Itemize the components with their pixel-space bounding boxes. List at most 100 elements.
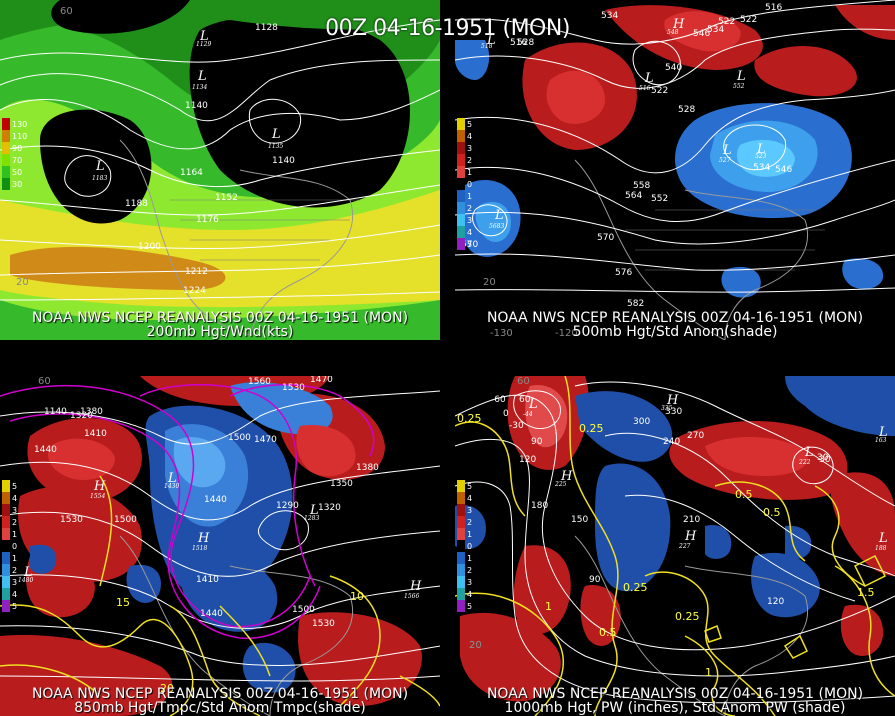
contour-label: 1530	[282, 383, 305, 393]
contour-label: 534	[707, 25, 724, 35]
contour-label: 240	[663, 437, 680, 447]
legend-swatch	[457, 540, 465, 552]
contour-label: -60	[491, 395, 506, 405]
lat-label-20: 20	[469, 640, 482, 651]
low-pressure-symbol: L	[736, 69, 746, 84]
contour-label: 60	[519, 395, 531, 405]
panel-1000mb-height-precipitable-water: 60 20 330 300 270 240 210 180 150 120 90…	[455, 376, 895, 716]
legend-swatch	[457, 588, 465, 600]
legend-label: 30	[12, 179, 23, 189]
legend-swatch	[457, 166, 465, 178]
panel-500mb-height-anomaly: 20 -130 -120 534 516 522 540 522 528 546…	[455, 0, 895, 340]
contour-label: 534	[753, 163, 770, 173]
low-pressure-value: 1135	[268, 143, 283, 150]
legend-entry: 4	[457, 588, 483, 600]
low-pressure-value: 163	[875, 437, 887, 444]
legend-label: 2	[467, 155, 473, 165]
low-pressure-value: 552	[733, 83, 745, 90]
contour-label: 1188	[125, 199, 148, 209]
contour-label: 564	[625, 191, 642, 201]
legend-label: 3	[467, 505, 473, 515]
legend-label: 110	[12, 131, 28, 141]
pw-contour-label: 0.25	[579, 422, 604, 435]
contour-label: 570	[597, 233, 614, 243]
low-pressure-value: 518	[481, 43, 493, 50]
legend-label: 130	[12, 119, 28, 129]
low-pressure-value: 516	[639, 85, 651, 92]
legend-entry: 1	[2, 552, 28, 564]
legend-entry: 30	[2, 178, 28, 190]
legend-swatch	[2, 564, 10, 576]
panel-200mb-height-wind: 60 20 1128 1140 1140 1164 1152 1176 1188…	[0, 0, 440, 340]
legend-swatch	[2, 492, 10, 504]
low-pressure-symbol: L	[878, 425, 888, 440]
legend-swatch	[2, 504, 10, 516]
contour-label: 90	[589, 575, 601, 585]
legend-entry: 130	[2, 118, 28, 130]
legend-swatch	[457, 130, 465, 142]
legend-label: 4	[12, 589, 18, 599]
legend-label: 2	[467, 565, 473, 575]
legend-entry: 3	[457, 504, 483, 516]
legend-entry: 0	[457, 540, 483, 552]
contour-label: 1176	[196, 215, 219, 225]
legend-label: 4	[12, 493, 18, 503]
legend-entry: 0	[457, 178, 483, 190]
contour-label: 558	[633, 181, 650, 191]
low-pressure-symbol: L	[271, 127, 281, 142]
pw-contour-label: 1	[545, 600, 552, 613]
contour-label: 1410	[196, 575, 219, 585]
legend-swatch	[2, 588, 10, 600]
contour-label: 20	[469, 640, 482, 651]
legend-label: 1	[467, 191, 473, 201]
high-pressure-value: 1554	[90, 493, 105, 500]
legend-swatch	[2, 154, 10, 166]
contour-label: 540	[665, 63, 682, 73]
legend-label: 50	[12, 167, 23, 177]
low-pressure-value: 527	[719, 157, 731, 164]
low-pressure-symbol: L	[199, 29, 209, 44]
contour-label: 582	[627, 299, 644, 309]
legend-swatch	[2, 600, 10, 612]
low-pressure-symbol: L	[486, 33, 496, 48]
legend-label: 4	[467, 131, 473, 141]
low-pressure-symbol: L	[309, 503, 319, 518]
contour-label: 1440	[204, 495, 227, 505]
pw-contour-label: 0.25	[675, 610, 700, 623]
contour-label: 1500	[292, 605, 315, 615]
contour-label: 522	[651, 86, 668, 96]
low-pressure-value: 222	[798, 459, 811, 466]
std-anomaly-legend: 5 4 3 2 1 0 1 2 3 4 5	[457, 118, 483, 250]
legend-label: 4	[467, 227, 473, 237]
contour-label: 0	[503, 409, 509, 419]
legend-swatch	[457, 564, 465, 576]
contour-label: 120	[519, 455, 536, 465]
legend-label: 2	[12, 517, 18, 527]
legend-label: 3	[12, 505, 18, 515]
high-pressure-symbol: H	[684, 529, 697, 544]
contour-label: 516	[765, 3, 782, 13]
contour-label: 1380	[356, 463, 379, 473]
legend-entry: 90	[2, 142, 28, 154]
legend-label: 3	[467, 143, 473, 153]
low-pressure-value: 1134	[192, 84, 207, 91]
legend-entry: 2	[457, 516, 483, 528]
contour-label: 1140	[185, 101, 208, 111]
low-pressure-value: 523	[755, 153, 767, 160]
legend-swatch	[457, 600, 465, 612]
high-pressure-symbol: H	[672, 17, 685, 32]
contour-label: 1200	[138, 242, 161, 252]
pw-contour-label: 0.25	[457, 412, 482, 425]
contour-label: 1500	[114, 515, 137, 525]
legend-entry: 3	[2, 576, 28, 588]
legend-entry: 1	[457, 528, 483, 540]
contour-label: 120	[767, 597, 784, 607]
contour-label: 1380	[80, 407, 103, 417]
lat-label-60: 60	[38, 376, 51, 387]
contour-label: 1440	[34, 445, 57, 455]
legend-entry: 4	[457, 226, 483, 238]
lat-label-60: 60	[517, 376, 530, 387]
legend-label: 3	[12, 577, 18, 587]
low-pressure-symbol: L	[167, 471, 177, 486]
wind-speed-legend: 130 110 90 70 50 30	[2, 118, 28, 190]
